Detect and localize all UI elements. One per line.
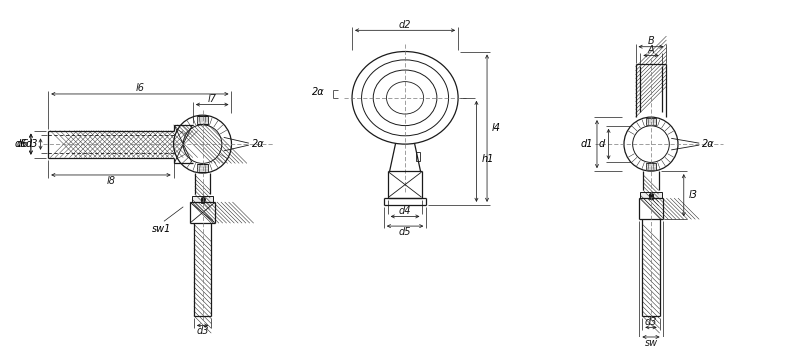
Bar: [197, 116, 208, 124]
Text: 2α: 2α: [252, 139, 264, 149]
Text: l8: l8: [106, 176, 115, 186]
Text: sw: sw: [645, 338, 658, 348]
Text: d3: d3: [25, 139, 38, 149]
Text: d4: d4: [399, 206, 411, 216]
Text: sw1: sw1: [152, 224, 172, 234]
Bar: [201, 198, 205, 203]
Text: 2α: 2α: [702, 139, 714, 149]
Bar: [646, 118, 656, 125]
Text: l3: l3: [689, 190, 698, 200]
Text: h1: h1: [482, 154, 494, 164]
Text: d1: d1: [581, 139, 593, 149]
Text: d: d: [598, 139, 605, 149]
Text: d6: d6: [14, 139, 27, 149]
Text: d3: d3: [645, 317, 658, 326]
Text: l7: l7: [208, 94, 217, 104]
Text: 2α: 2α: [312, 87, 325, 97]
Bar: [197, 164, 208, 172]
Text: l4: l4: [492, 123, 501, 133]
Text: d6: d6: [17, 139, 30, 149]
Bar: [192, 196, 213, 202]
Text: l6: l6: [135, 83, 144, 93]
Text: d5: d5: [399, 227, 411, 237]
Bar: [416, 152, 421, 161]
Text: d3: d3: [196, 326, 209, 336]
Text: B: B: [648, 36, 654, 46]
Bar: [640, 192, 662, 198]
Bar: [646, 164, 656, 170]
Bar: [649, 194, 653, 199]
Text: d2: d2: [399, 19, 411, 30]
Text: A: A: [648, 45, 654, 55]
